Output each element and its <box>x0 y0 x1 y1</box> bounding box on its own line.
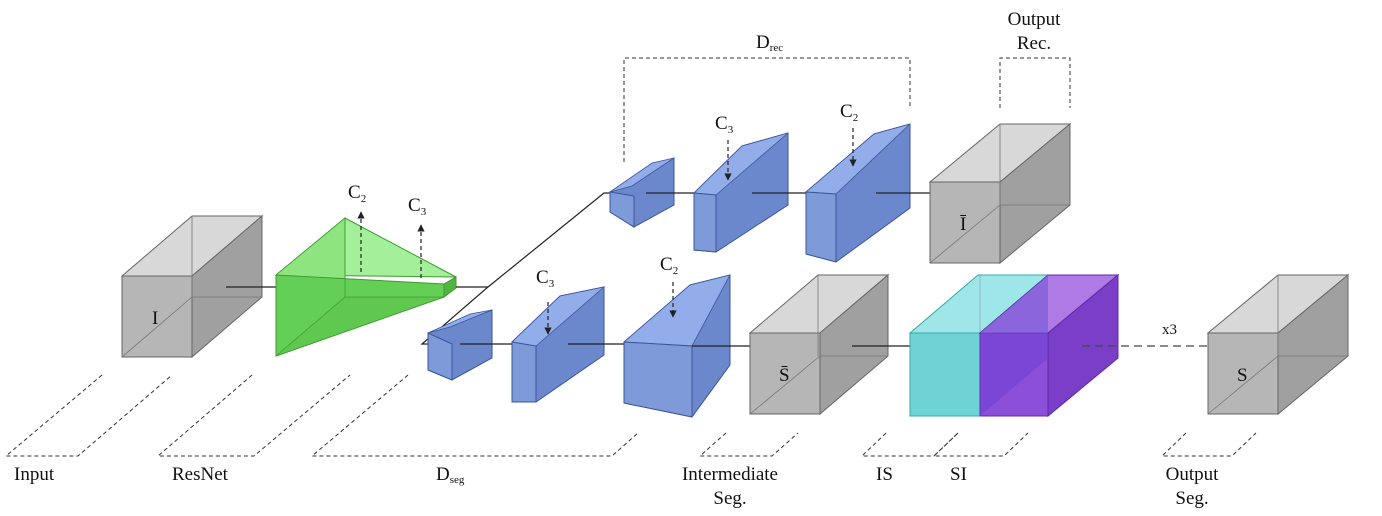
resnet-c2-label: C2 <box>348 182 366 205</box>
output-seg-label-line2: Seg. <box>1175 488 1208 509</box>
input-image-symbol: I <box>152 308 158 329</box>
intermediate-seg-label-line1: Intermediate <box>682 464 778 485</box>
dseg-c3-label: C3 <box>536 267 555 290</box>
output-seg-symbol: S <box>1237 365 1248 386</box>
resnet-label: ResNet <box>172 464 229 485</box>
resnet-encoder-pyramid <box>274 217 457 357</box>
output-seg-label-line1: Output <box>1166 464 1220 485</box>
input-label: Input <box>14 464 55 485</box>
is-label: IS <box>876 464 893 485</box>
si-label: SI <box>950 464 967 485</box>
intermediate-seg-label-line2: Seg. <box>713 488 746 509</box>
drec-block-3 <box>804 123 911 263</box>
output-rec-label-line2: Rec. <box>1017 33 1051 54</box>
output-rec-bracket <box>999 57 1071 108</box>
dseg-block-3 <box>622 274 731 418</box>
dseg-label: Dseg <box>436 464 465 486</box>
drec-bracket <box>623 57 911 162</box>
dseg-c2-label: C2 <box>660 254 678 277</box>
repeat-label: x3 <box>1162 322 1177 338</box>
drec-block-2 <box>693 132 789 253</box>
drec-c2-label: C2 <box>840 101 858 124</box>
dseg-block-1 <box>427 309 493 381</box>
resnet-c3-label: C3 <box>408 195 427 218</box>
dseg-block-2 <box>511 286 606 403</box>
intermediate-seg-symbol: S̄ <box>779 365 790 386</box>
intermediate-seg-cube <box>748 273 890 416</box>
drec-label: Drec <box>756 32 783 54</box>
output-rec-label-line1: Output <box>1008 9 1062 30</box>
output-rec-cube <box>928 122 1072 265</box>
drec-c3-label: C3 <box>715 113 734 136</box>
reconstructed-image-symbol: Ī <box>960 214 967 235</box>
output-seg-cube <box>1206 273 1350 416</box>
bottom-brackets <box>4 374 1257 457</box>
drec-block-1 <box>609 157 675 228</box>
